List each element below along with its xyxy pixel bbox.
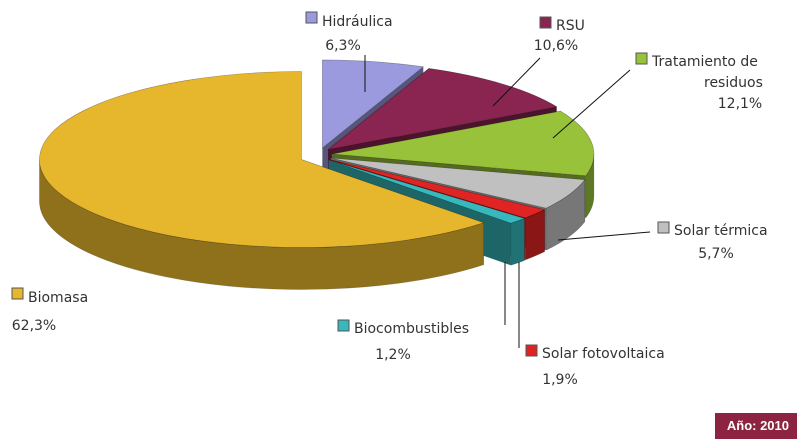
legend-swatch-biomasa bbox=[11, 287, 24, 300]
legend-swatch-tratamiento-de-residuos bbox=[635, 52, 648, 65]
slice-value-hidr-ulica: 6,3% bbox=[325, 38, 361, 54]
legend-swatch-biocombustibles bbox=[337, 319, 350, 332]
slice-value-biocombustibles: 1,2% bbox=[375, 347, 411, 363]
slice-label-tratamiento-de-residuos: residuos bbox=[704, 75, 763, 91]
pie-tops bbox=[39, 59, 595, 248]
leader-line-tratamiento-de-residuos bbox=[552, 69, 631, 139]
pie-slice-hidr-ulica bbox=[322, 59, 425, 149]
slice-label-biomasa: Biomasa bbox=[28, 290, 88, 306]
legend-swatch-rsu bbox=[539, 16, 552, 29]
slice-label-tratamiento-de-residuos: Tratamiento de bbox=[651, 54, 758, 70]
pie-wall bbox=[510, 218, 525, 266]
slice-label-hidr-ulica: Hidráulica bbox=[322, 14, 393, 30]
slice-value-tratamiento-de-residuos: 12,1% bbox=[718, 96, 762, 112]
legend-swatch-solar-t-rmica bbox=[657, 221, 670, 234]
pie-labels: Hidráulica 6,3% RSU 10,6% Tratamiento de resi… bbox=[11, 11, 768, 388]
legend-swatch-hidr-ulica bbox=[305, 11, 318, 24]
slice-label-biocombustibles: Biocombustibles bbox=[354, 321, 469, 337]
pie-slice-solar-t-rmica bbox=[330, 157, 586, 209]
pie-slice-biocombustibles bbox=[328, 159, 526, 224]
slice-value-biomasa: 62,3% bbox=[12, 318, 56, 334]
pie-slice-biomasa bbox=[39, 71, 485, 248]
legend-swatch-solar-fotovoltaica bbox=[525, 344, 538, 357]
slice-value-solar-fotovoltaica: 1,9% bbox=[542, 372, 578, 388]
pie-slice-solar-fotovoltaica bbox=[329, 159, 546, 219]
slice-value-solar-t-rmica: 5,7% bbox=[698, 246, 734, 262]
pie-slice-tratamiento-de-residuos bbox=[331, 110, 595, 177]
slice-value-rsu: 10,6% bbox=[534, 38, 578, 54]
pie-wall bbox=[524, 209, 545, 261]
pie-slice-rsu bbox=[327, 68, 558, 150]
leader-line-solar-t-rmica bbox=[557, 231, 651, 241]
leader-line-rsu bbox=[492, 57, 541, 107]
year-badge: Año: 2010 bbox=[714, 413, 797, 439]
slice-label-rsu: RSU bbox=[556, 18, 585, 34]
slice-label-solar-fotovoltaica: Solar fotovoltaica bbox=[542, 346, 665, 362]
slice-label-solar-t-rmica: Solar térmica bbox=[674, 223, 768, 239]
